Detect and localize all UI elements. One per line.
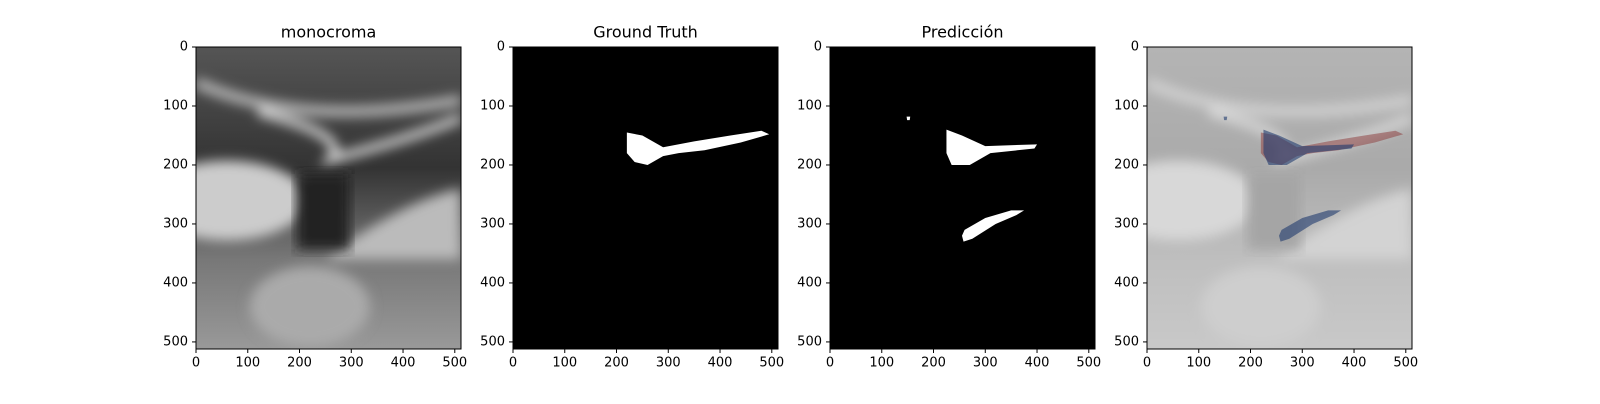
overlay <box>1147 47 1412 349</box>
y-tick-label: 400 <box>480 275 505 290</box>
band <box>257 108 461 166</box>
y-tick-label: 100 <box>480 98 505 113</box>
x-tick-label: 0 <box>192 356 200 371</box>
y-tick-label: 400 <box>1114 275 1139 290</box>
pred-mask <box>1223 116 1228 121</box>
pred-mask <box>1278 210 1342 242</box>
x-tick-label: 0 <box>826 356 834 371</box>
y-tick-label: 0 <box>497 40 505 55</box>
y-tick-label: 200 <box>480 157 505 172</box>
image-bg <box>513 47 778 349</box>
x-tick-label: 500 <box>442 356 467 371</box>
panel-title: monocroma <box>281 23 377 42</box>
y-tick-label: 0 <box>180 40 188 55</box>
band <box>196 77 461 117</box>
x-tick-label: 300 <box>973 356 998 371</box>
x-tick-label: 400 <box>1025 356 1050 371</box>
axes-frame <box>512 46 779 350</box>
panel: Ground Truth 0 100 200 300 400 500 0 100 200 300 40… <box>480 23 784 371</box>
y-tick-label: 0 <box>814 40 822 55</box>
y-tick-label: 500 <box>1114 334 1139 349</box>
mask <box>626 130 770 165</box>
x-tick-label: 0 <box>1143 356 1151 371</box>
dark-lumen <box>296 173 350 250</box>
x-tick-label: 200 <box>921 356 946 371</box>
panel: monocroma 0 100 200 300 400 500 0 100 200 300 400 50… <box>163 23 467 371</box>
x-tick-label: 400 <box>708 356 733 371</box>
y-tick-label: 300 <box>163 216 188 231</box>
y-tick-label: 400 <box>163 275 188 290</box>
y-tick-label: 500 <box>797 334 822 349</box>
y-tick-label: 200 <box>163 157 188 172</box>
mask <box>946 129 1038 165</box>
axes-frame <box>195 46 462 350</box>
y-tick-label: 100 <box>163 98 188 113</box>
x-tick-label: 500 <box>759 356 784 371</box>
x-tick-label: 100 <box>869 356 894 371</box>
y-tick-label: 400 <box>797 275 822 290</box>
band <box>325 188 461 260</box>
x-tick-label: 500 <box>1393 356 1418 371</box>
x-tick-label: 200 <box>604 356 629 371</box>
y-tick-label: 200 <box>1114 157 1139 172</box>
panel-title: Ground Truth <box>593 23 698 42</box>
mask <box>961 210 1025 242</box>
image <box>830 47 1095 349</box>
image <box>196 47 461 349</box>
mask <box>906 116 911 121</box>
x-tick-label: 200 <box>287 356 312 371</box>
x-tick-label: 100 <box>235 356 260 371</box>
panel-title: Predicción <box>921 23 1003 42</box>
axes-frame <box>829 46 1096 350</box>
y-tick-label: 200 <box>797 157 822 172</box>
y-tick-label: 0 <box>1131 40 1139 55</box>
texture <box>196 77 461 347</box>
y-tick-label: 500 <box>480 334 505 349</box>
axes-frame <box>1146 46 1413 350</box>
y-tick-label: 300 <box>480 216 505 231</box>
x-tick-label: 100 <box>552 356 577 371</box>
x-tick-label: 500 <box>1076 356 1101 371</box>
image <box>1147 47 1412 349</box>
y-tick-label: 500 <box>163 334 188 349</box>
x-tick-label: 100 <box>1186 356 1211 371</box>
x-tick-label: 200 <box>1238 356 1263 371</box>
y-tick-label: 100 <box>1114 98 1139 113</box>
x-tick-label: 300 <box>656 356 681 371</box>
pred-mask <box>1263 129 1355 165</box>
y-tick-label: 100 <box>797 98 822 113</box>
image-bg <box>830 47 1095 349</box>
x-tick-label: 0 <box>509 356 517 371</box>
blob <box>249 266 370 347</box>
x-tick-label: 400 <box>1342 356 1367 371</box>
x-tick-label: 400 <box>391 356 416 371</box>
panel: Predicción 0 100 200 300 400 500 0 100 200 300 400 5… <box>797 23 1101 371</box>
y-tick-label: 300 <box>1114 216 1139 231</box>
image <box>513 47 778 349</box>
x-tick-label: 300 <box>339 356 364 371</box>
x-tick-label: 300 <box>1290 356 1315 371</box>
blob <box>196 160 308 241</box>
panel: 0 100 200 300 400 500 0 100 200 300 400 500 <box>1114 40 1418 371</box>
y-tick-label: 300 <box>797 216 822 231</box>
